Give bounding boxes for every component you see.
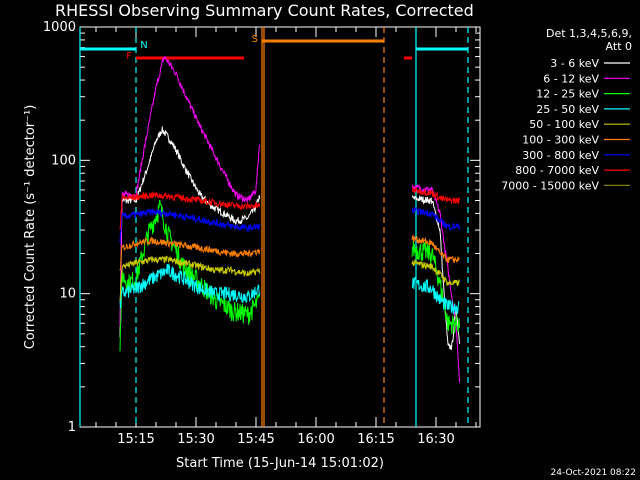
legend-label: 3 - 6 keV [550,57,599,70]
flag-label: N [140,40,147,51]
series-line [119,191,261,230]
series-line [411,240,460,335]
series-line [411,276,460,315]
series-line [119,126,261,338]
series-line [119,200,261,352]
legend-label: 50 - 100 keV [529,118,599,131]
series-line [119,207,261,243]
vertical-markers [79,27,469,427]
series-line [119,55,261,327]
series-line [119,255,261,301]
plot-frame [79,26,481,428]
series-line [411,206,460,231]
legend-label: 12 - 25 keV [536,88,599,101]
y-axis-label: Corrected Count Rate (s⁻¹ detector⁻¹) [23,105,38,350]
series-line [119,262,261,309]
x-tick-label: 15:15 [117,432,154,447]
y-tick-label: 10 [59,287,76,302]
flag-label: F [126,51,132,62]
flag-label: S [252,34,258,45]
legend-header-attenuator: Att 0 [606,40,632,53]
x-tick-label: 15:30 [177,432,214,447]
series-line [411,234,460,264]
x-tick-label: 16:30 [417,432,454,447]
y-tick-label: 1000 [43,20,76,35]
y-tick-label: 1 [68,420,76,435]
series-lines [119,55,460,383]
legend-label: 300 - 800 keV [522,149,599,162]
legend: 3 - 6 keV 6 - 12 keV 12 - 25 keV 25 - 50 ke… [501,57,630,192]
legend-label: 100 - 300 keV [522,134,599,147]
series-line [119,236,261,271]
x-tick-label: 16:00 [297,432,334,447]
legend-label: 7000 - 15000 keV [501,179,599,192]
y-tick-label: 100 [51,153,76,168]
legend-label: 6 - 12 keV [543,72,599,85]
series-line [411,187,460,205]
legend-label: 25 - 50 keV [536,103,599,116]
x-axis-label: Start Time (15-Jun-14 15:01:02) [176,456,384,471]
tick-marks: 1 10 100 1000 15:15 15:30 15:45 16:00 16:15 16:30 [43,20,480,447]
series-line [411,195,460,351]
flag-bars: NF S [80,34,468,62]
x-tick-label: 16:15 [357,432,394,447]
timestamp: 24-Oct-2021 08:22 [551,468,636,478]
series-line [411,258,460,287]
x-tick-label: 15:45 [237,432,274,447]
legend-header-detectors: Det 1,3,4,5,6,9, [546,27,632,40]
chart-title: RHESSI Observing Summary Count Rates, Co… [55,1,474,20]
legend-label: 800 - 7000 keV [515,164,599,177]
